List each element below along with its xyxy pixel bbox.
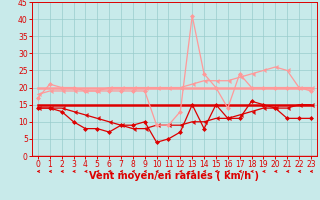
- X-axis label: Vent moyen/en rafales ( km/h ): Vent moyen/en rafales ( km/h ): [89, 171, 260, 181]
